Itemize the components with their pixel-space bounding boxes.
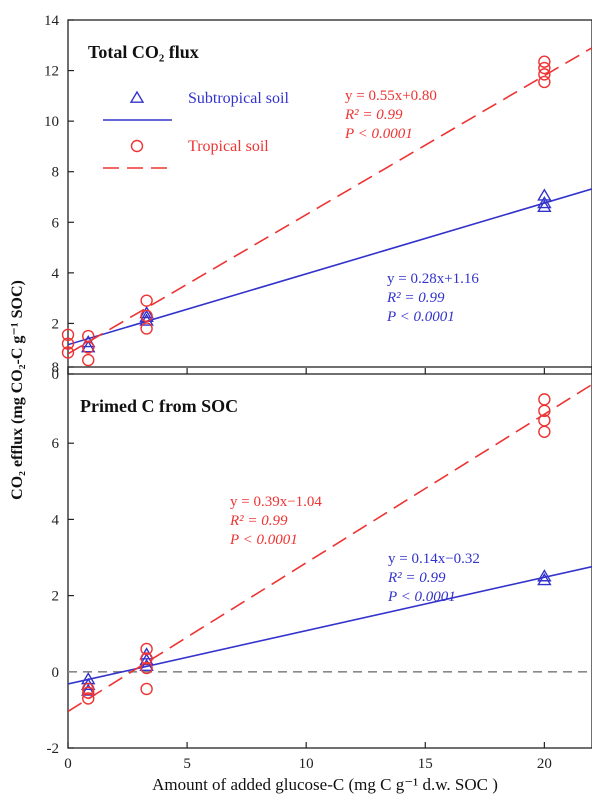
x-axis-label: Amount of added glucose-C (mg C g⁻¹ d.w.… xyxy=(152,775,498,794)
x-tick-label: 20 xyxy=(537,756,552,772)
legend-label: Tropical soil xyxy=(188,138,269,155)
plot-frame xyxy=(67,19,592,375)
legend-triangle-marker xyxy=(129,90,145,103)
y-tick-label: 4 xyxy=(52,512,60,528)
subtropical-point xyxy=(537,188,552,201)
legend-label: Subtropical soil xyxy=(188,90,289,107)
y-tick-label: 8 xyxy=(52,360,60,376)
tropical-point xyxy=(140,652,153,665)
tropical-point xyxy=(140,642,153,656)
subtropical-point xyxy=(537,569,552,582)
y-tick-label: 2 xyxy=(52,316,60,332)
legend: Subtropical soil Tropical soil xyxy=(103,90,289,169)
tropical-point xyxy=(61,337,75,350)
y-tick-label: 6 xyxy=(52,215,60,231)
tropical-point xyxy=(82,692,95,705)
tropical-point xyxy=(140,661,153,675)
y-tick-label: 14 xyxy=(44,13,60,29)
y-tick-label: 8 xyxy=(52,165,60,181)
fit-stat-line: y = 0.39x−1.04 xyxy=(230,494,322,510)
x-tick-label: 15 xyxy=(418,756,433,772)
subtropical-fit-line xyxy=(68,565,592,685)
subtropical-point xyxy=(139,305,154,319)
tropical-point xyxy=(61,328,75,342)
tropical-point xyxy=(82,682,95,696)
y-tick-label: -2 xyxy=(47,741,60,757)
tropical-point xyxy=(140,309,153,323)
tropical-point xyxy=(538,393,551,406)
y-tick-label: 0 xyxy=(52,665,60,681)
subtropical-point xyxy=(537,195,552,209)
subtropical-point xyxy=(537,199,552,213)
tropical-fit-line xyxy=(68,383,592,713)
x-tick-label: 10 xyxy=(299,756,314,772)
fit-stat-line: P < 0.0001 xyxy=(229,532,298,548)
y-tick-label: 12 xyxy=(44,64,59,80)
fit-stat-line: P < 0.0001 xyxy=(386,309,455,325)
tropical-point xyxy=(538,68,551,81)
plot-frame xyxy=(67,366,592,749)
tropical-point xyxy=(82,329,95,343)
fit-stat-line: R² = 0.99 xyxy=(344,107,403,123)
tropical-point xyxy=(82,686,95,699)
legend-circle-marker xyxy=(130,139,144,153)
x-tick-label: 0 xyxy=(64,756,72,772)
y-tick-label: 2 xyxy=(52,589,60,605)
fit-stat-line: y = 0.14x−0.32 xyxy=(388,551,480,567)
fit-stat-line: R² = 0.99 xyxy=(387,570,446,586)
y-tick-label: 10 xyxy=(44,114,59,130)
tropical-point xyxy=(82,353,95,367)
tropical-point xyxy=(538,425,551,438)
fit-stat-line: R² = 0.99 xyxy=(229,513,288,529)
fit-stat-line: R² = 0.99 xyxy=(386,290,445,306)
y-axis-label: CO₂ efflux (mg CO₂-C g⁻¹ SOC) xyxy=(9,280,26,500)
tropical-point xyxy=(538,61,551,75)
tropical-point xyxy=(140,294,153,307)
tropical-point xyxy=(61,346,75,359)
subtropical-point xyxy=(537,572,552,586)
fit-stat-line: P < 0.0001 xyxy=(387,589,456,605)
tropical-point xyxy=(140,682,153,696)
fit-stat-line: y = 0.55x+0.80 xyxy=(345,88,437,104)
tropical-point xyxy=(538,55,551,68)
fit-stat-line: y = 0.28x+1.16 xyxy=(387,271,479,287)
tropical-point xyxy=(538,75,551,89)
panel-title: Primed C from SOC xyxy=(80,396,238,416)
tropical-fit-line xyxy=(68,47,592,355)
subtropical-fit-line xyxy=(68,188,592,346)
y-tick-label: 0 xyxy=(52,367,60,383)
x-tick-label: 5 xyxy=(183,756,191,772)
tropical-point xyxy=(140,322,153,335)
tropical-point xyxy=(538,414,551,427)
fit-stat-line: P < 0.0001 xyxy=(344,126,413,142)
y-tick-label: 4 xyxy=(52,266,60,282)
y-tick-label: 6 xyxy=(52,436,60,452)
total-co2-panel: 0 2 4 6 8 10 12 14 Total CO₂ flux y = 0.28x+1.16 R… xyxy=(44,13,592,383)
panel-title: Total CO₂ flux xyxy=(88,42,199,62)
